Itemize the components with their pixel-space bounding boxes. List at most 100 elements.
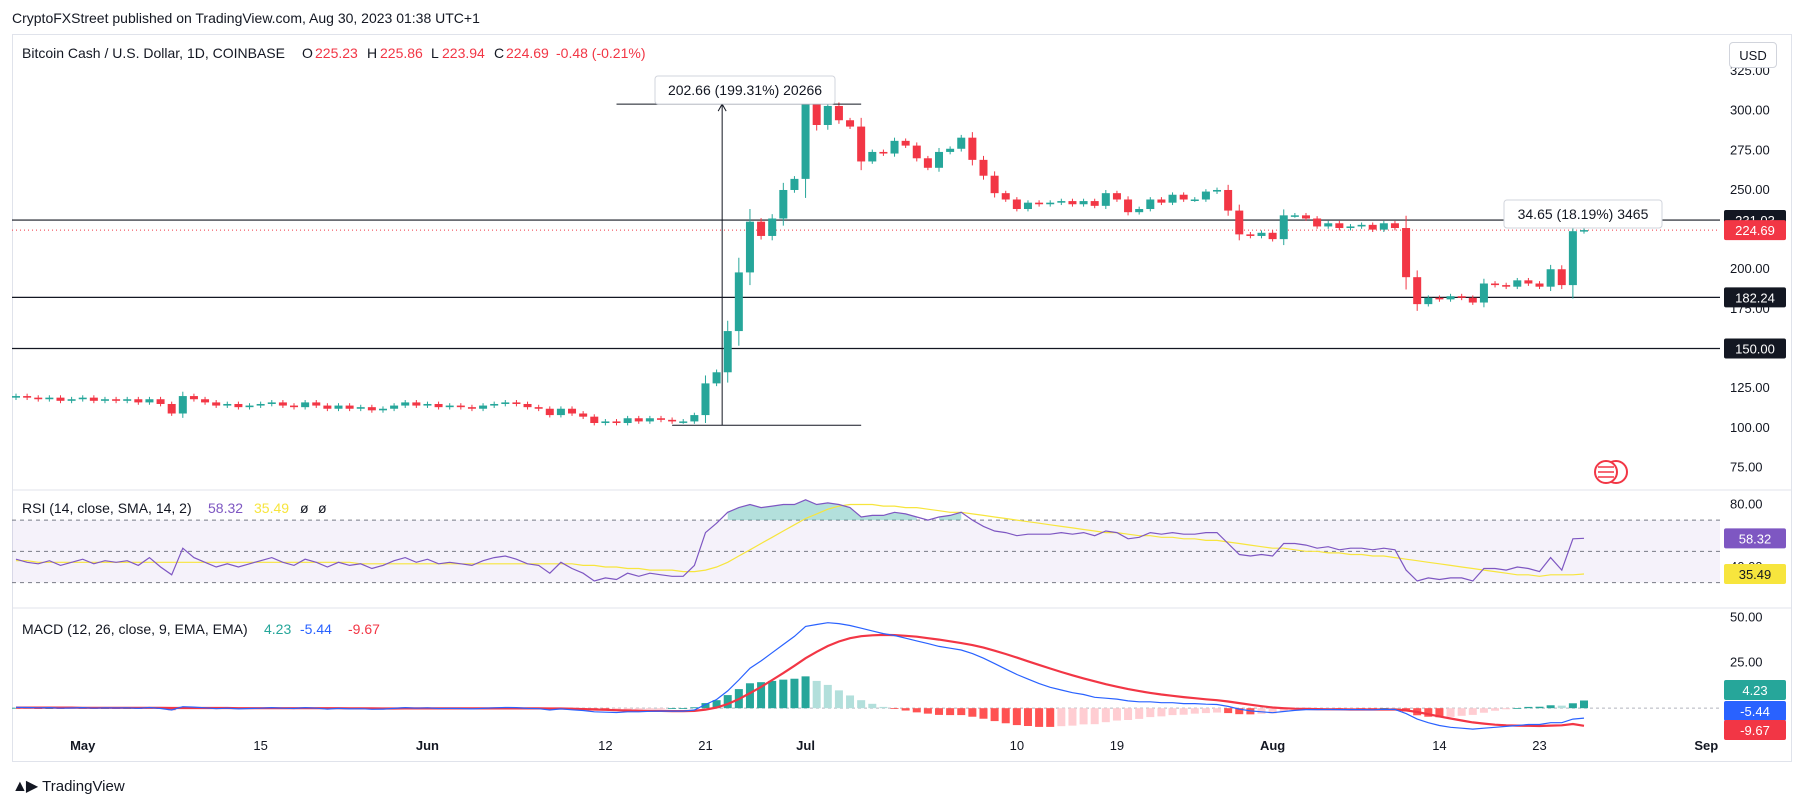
candle-body [823, 105, 832, 125]
candle-body [1135, 209, 1144, 213]
macd-histogram-bar [790, 678, 799, 709]
macd-histogram-bar [879, 706, 888, 709]
currency-button[interactable]: USD [1729, 42, 1777, 68]
candle-body [356, 407, 365, 409]
macd-histogram-bar [1079, 708, 1088, 725]
candle-body [712, 372, 721, 384]
macd-histogram-bar [1190, 708, 1199, 714]
macd-histogram-bar [1468, 708, 1477, 715]
price-pane: 202.66 (199.31%) 20266 34.65 (18.19%) 346… [11, 75, 1720, 484]
candle-body [1324, 223, 1333, 227]
macd-histogram-bar [701, 703, 710, 709]
rsi-ma-value-label: 35.49 [1739, 567, 1772, 582]
macd-legend-value: 4.23 [264, 621, 291, 637]
candle-body [901, 140, 910, 146]
macd-histogram-bar [1546, 705, 1555, 709]
ohlc-o: 225.23 [315, 45, 358, 61]
candle-body [467, 407, 476, 409]
candle-body [890, 140, 899, 154]
candle-body [156, 399, 165, 404]
candle-body [1468, 297, 1477, 303]
macd-histogram-bar [723, 695, 732, 709]
candle-body [1368, 224, 1377, 230]
candle-body [590, 416, 599, 424]
candle-body [1390, 223, 1399, 229]
candle-body [979, 159, 988, 176]
macd-value-label: -9.67 [1740, 723, 1770, 738]
candle-body [256, 403, 265, 406]
candle-body [67, 399, 76, 401]
macd-histogram-bar [901, 708, 910, 711]
rsi-y-tick-label: 80.00 [1730, 496, 1763, 511]
ohlc-h-label: H [367, 45, 377, 61]
tradingview-brand[interactable]: ▲▶ TradingView [12, 776, 125, 796]
candle-body [668, 419, 677, 422]
macd-histogram-bar [990, 708, 999, 722]
candle-body [812, 102, 821, 125]
candle-body [178, 396, 187, 414]
candle-body [601, 421, 610, 424]
tradingview-logo-icon: ▲▶ [12, 778, 38, 795]
rsi-ma-value-tag [1724, 564, 1786, 585]
macd-histogram-bar [690, 707, 699, 709]
candle-body [1524, 280, 1533, 284]
macd-histogram-bar [957, 708, 966, 716]
macd-histogram-bar [11, 707, 21, 709]
candle-body [1146, 199, 1155, 210]
candle-body [100, 399, 109, 401]
candle-body [1224, 189, 1233, 211]
candle-body [223, 403, 232, 406]
x-tick-label: 19 [1110, 738, 1124, 753]
candle-body [11, 396, 21, 398]
macd-histogram-bar [1012, 708, 1021, 726]
macd-histogram-bar [1568, 703, 1577, 709]
macd-legend-value: -5.44 [300, 621, 332, 637]
measure-label-box [1503, 199, 1663, 229]
macd-histogram-bar [656, 708, 665, 709]
macd-histogram-bar [812, 680, 821, 709]
candle-body [1535, 283, 1544, 287]
macd-histogram-bar [1179, 708, 1188, 715]
legend-layer: Bitcoin Cash / U.S. Dollar, 1D, COINBASE… [22, 45, 645, 637]
level-price-label: 150.00 [1735, 342, 1775, 357]
x-tick-label: May [70, 738, 96, 753]
rsi-title: RSI (14, close, SMA, 14, 2) [22, 500, 192, 516]
candle-body [423, 403, 432, 406]
chart-frame [12, 34, 1792, 762]
macd-histogram-bar [1046, 708, 1055, 727]
candle-body [1579, 230, 1589, 232]
rsi-legend-value: ø [318, 500, 327, 516]
candle-body [134, 399, 143, 403]
candle-body [512, 402, 521, 404]
candle-body [267, 402, 276, 404]
candle-body [1546, 269, 1555, 287]
candle-body [1201, 191, 1210, 200]
macd-histogram-bar [1001, 708, 1010, 724]
x-tick-label: Sep [1694, 738, 1718, 753]
macd-histogram-bar [1279, 708, 1288, 712]
candle-body [23, 396, 32, 398]
candle-body [868, 151, 877, 162]
candle-body [45, 397, 54, 400]
x-tick-label: 14 [1432, 738, 1446, 753]
candle-body [857, 126, 866, 162]
candle-body [1502, 285, 1511, 287]
price-y-tick-label: 100.00 [1730, 420, 1770, 435]
candle-body [734, 272, 743, 332]
candle-body [1035, 202, 1044, 205]
candle-body [1168, 194, 1177, 203]
macd-histogram-bar [1124, 708, 1133, 720]
candle-body [301, 402, 310, 408]
candle-body [1402, 228, 1411, 278]
candle-body [1157, 199, 1166, 203]
macd-histogram-bar [1557, 705, 1566, 709]
candle-body [1491, 283, 1500, 286]
candle-body [846, 120, 855, 127]
price-y-tick-label: 300.00 [1730, 103, 1770, 118]
candle-body [245, 405, 254, 408]
candle-body [790, 178, 799, 190]
ohlc-change: -0.48 (-0.21%) [556, 45, 645, 61]
candle-body [189, 396, 198, 400]
x-tick-label: Jun [416, 738, 439, 753]
